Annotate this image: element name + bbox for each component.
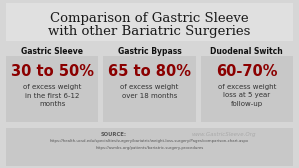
- FancyBboxPatch shape: [6, 56, 98, 122]
- Text: with other Bariatric Surgeries: with other Bariatric Surgeries: [48, 25, 251, 38]
- Text: of excess weight
loss at 5 year
follow-up: of excess weight loss at 5 year follow-u…: [218, 84, 276, 107]
- FancyBboxPatch shape: [103, 56, 196, 122]
- Text: of excess weight
in the first 6-12
months: of excess weight in the first 6-12 month…: [23, 84, 81, 107]
- Text: 30 to 50%: 30 to 50%: [11, 64, 94, 79]
- Text: Gastric Bypass: Gastric Bypass: [118, 47, 181, 56]
- FancyBboxPatch shape: [201, 56, 293, 122]
- Text: https://health.ucsd.edu/specialties/surgery/bariatric/weight-loss-surgery/Pages/: https://health.ucsd.edu/specialties/surg…: [50, 139, 249, 143]
- FancyBboxPatch shape: [6, 3, 293, 41]
- Text: https://asmbs.org/patients/bariatric-surgery-procedures: https://asmbs.org/patients/bariatric-sur…: [95, 146, 204, 150]
- Text: www.GastricSleeve.Org: www.GastricSleeve.Org: [192, 132, 257, 137]
- FancyBboxPatch shape: [6, 128, 293, 166]
- Text: Gastric Sleeve: Gastric Sleeve: [21, 47, 83, 56]
- Text: of excess weight
over 18 months: of excess weight over 18 months: [120, 84, 179, 98]
- Text: 65 to 80%: 65 to 80%: [108, 64, 191, 79]
- Text: Comparison of Gastric Sleeve: Comparison of Gastric Sleeve: [50, 12, 249, 25]
- Text: Duodenal Switch: Duodenal Switch: [210, 47, 283, 56]
- Text: 60-70%: 60-70%: [216, 64, 277, 79]
- Text: SOURCE:: SOURCE:: [101, 132, 126, 137]
